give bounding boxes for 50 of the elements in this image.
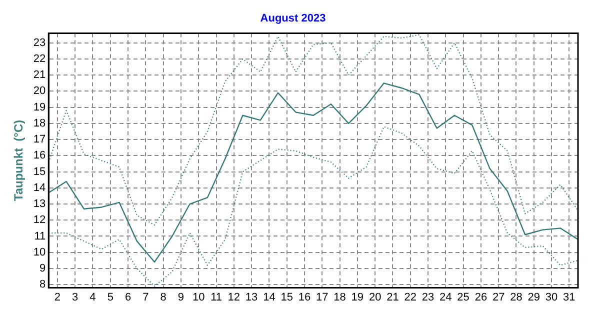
y-tick-label: 22 <box>33 53 46 66</box>
y-tick-label: 12 <box>33 214 46 226</box>
x-tick-label: 18 <box>334 291 346 304</box>
x-tick-label: 31 <box>563 291 576 304</box>
x-tick-label: 16 <box>298 291 311 304</box>
x-tick-label: 23 <box>422 291 434 304</box>
y-tick-label: 15 <box>33 166 46 178</box>
y-tick-label: 11 <box>34 230 46 242</box>
y-axis-title: Taupunkt (°C) <box>12 120 26 202</box>
x-tick-label: 20 <box>368 291 382 304</box>
y-tick-label: 18 <box>33 117 46 130</box>
x-tick-label: 12 <box>228 291 240 304</box>
x-tick-label: 22 <box>404 291 416 304</box>
x-tick-label: 4 <box>90 291 96 304</box>
y-tick-label: 9 <box>40 262 46 274</box>
x-tick-label: 5 <box>107 291 114 304</box>
line-series <box>48 34 578 226</box>
x-tick-label: 17 <box>316 291 328 304</box>
y-tick-label: 23 <box>33 36 46 49</box>
x-tick-label: 30 <box>545 291 558 304</box>
line-series <box>48 126 578 287</box>
x-tick-label: 14 <box>263 291 276 304</box>
y-tick-label: 16 <box>33 150 46 162</box>
x-tick-label: 15 <box>280 291 293 304</box>
y-tick-label: 17 <box>33 134 46 146</box>
y-tick-label: 13 <box>33 198 46 210</box>
x-tick-label: 24 <box>440 291 452 304</box>
x-tick-label: 13 <box>245 291 258 304</box>
y-tick-label: 21 <box>33 69 46 82</box>
x-tick-label: 26 <box>474 291 488 304</box>
x-tick-label: 8 <box>160 291 166 304</box>
y-tick-label: 14 <box>33 182 46 194</box>
x-tick-label: 2 <box>54 291 61 304</box>
y-tick-label: 8 <box>40 278 46 291</box>
x-tick-label: 10 <box>192 291 205 304</box>
y-tick-label: 20 <box>33 85 46 98</box>
x-tick-label: 27 <box>492 291 505 304</box>
x-tick-label: 9 <box>178 291 184 304</box>
x-tick-label: 6 <box>124 291 132 304</box>
y-tick-label: 10 <box>33 246 46 258</box>
chart-title: August 2023 <box>260 12 326 25</box>
y-tick-label: 19 <box>33 101 46 114</box>
x-tick-label: 29 <box>528 291 540 304</box>
x-tick-label: 3 <box>72 291 78 304</box>
x-tick-label: 28 <box>510 291 522 304</box>
x-tick-label: 21 <box>386 291 399 304</box>
x-tick-label: 7 <box>142 291 149 304</box>
x-tick-label: 19 <box>351 291 364 304</box>
x-tick-label: 25 <box>457 291 470 304</box>
x-tick-label: 11 <box>210 291 222 304</box>
